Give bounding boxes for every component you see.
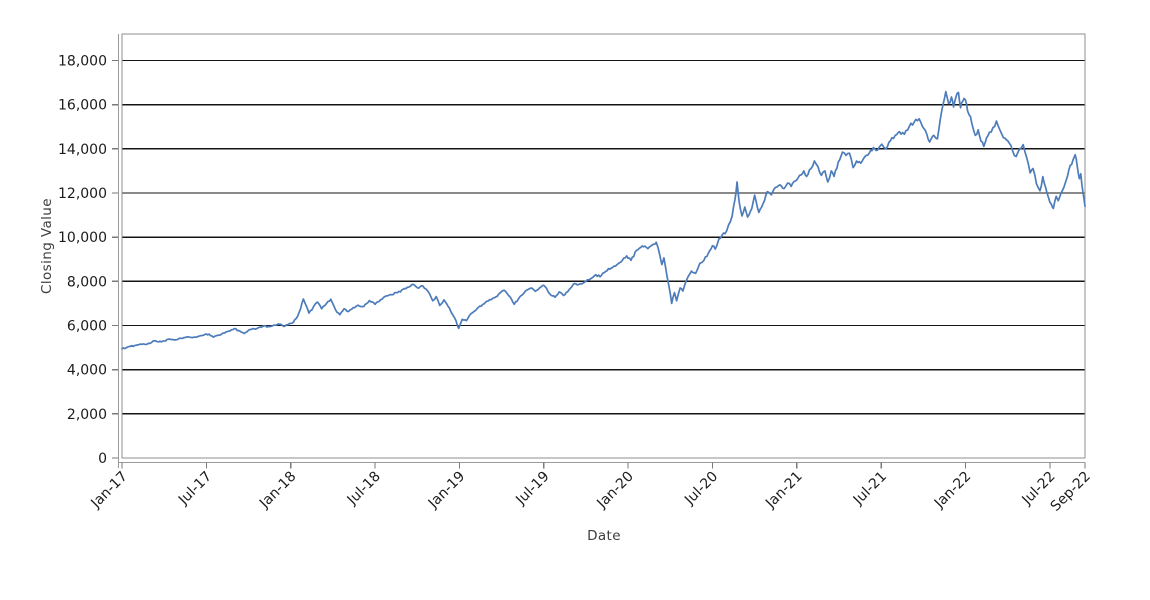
x-tick-label: Jul-18 [344, 469, 384, 509]
plot-border [121, 33, 1086, 459]
y-tick-label: 2,000 [67, 407, 107, 423]
x-tick-label: Jul-19 [512, 469, 552, 509]
x-tick-label: Jul-21 [850, 469, 890, 509]
y-tick-label: 18,000 [58, 54, 107, 70]
y-tick-label: 16,000 [58, 98, 107, 114]
x-tick-label: Jan-20 [593, 469, 636, 512]
closing-value-series-line [121, 90, 1086, 350]
x-tick-label: Jul-20 [681, 469, 721, 509]
x-tick-label: Sep-22 [1048, 469, 1094, 515]
x-tick-label: Jul-17 [175, 469, 215, 509]
y-tick-label: 0 [98, 451, 107, 467]
x-tick-label: Jan-19 [425, 469, 468, 512]
x-tick-label: Jan-22 [931, 469, 974, 512]
x-axis-title: Date [587, 528, 621, 544]
x-tick-label: Jan-21 [762, 469, 805, 512]
y-tick-label: 10,000 [58, 230, 107, 246]
y-tick-label: 6,000 [67, 319, 107, 335]
y-tick-label: 8,000 [67, 274, 107, 290]
y-axis-title: Closing Value [39, 198, 55, 294]
x-tick-label: Jan-17 [87, 469, 130, 512]
y-tick-label: 4,000 [67, 363, 107, 379]
y-tick-label: 14,000 [58, 142, 107, 158]
y-tick-label: 12,000 [58, 186, 107, 202]
x-tick-label: Jan-18 [256, 469, 299, 512]
